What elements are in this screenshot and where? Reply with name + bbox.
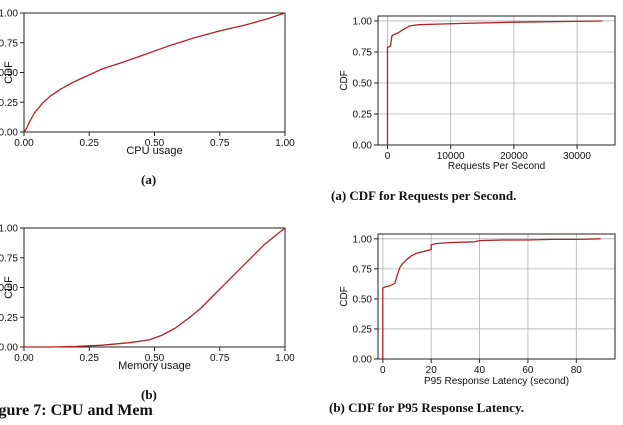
x-tick-label: 60 <box>522 365 534 376</box>
cdf-series-line <box>24 227 286 348</box>
y-axis-label: CDF <box>3 61 15 84</box>
plot-frame <box>377 233 616 360</box>
caption-a-right: (a) CDF for Requests per Second. <box>331 188 517 203</box>
x-axis-label: CPU usage <box>126 145 182 157</box>
x-tick-label: 20 <box>426 365 438 376</box>
y-tick-label: 0.25 <box>0 313 18 324</box>
cdf-series-line <box>386 20 603 145</box>
y-tick-label: 1.00 <box>0 224 18 235</box>
x-tick-label: 0.50 <box>145 138 165 149</box>
caption-a-left: (a) <box>141 172 157 187</box>
plot-frame <box>23 12 286 133</box>
x-tick-label: 20000 <box>500 151 528 162</box>
y-tick-label: 1.00 <box>0 9 18 20</box>
x-tick-label: 80 <box>571 365 583 376</box>
y-tick-label: 0.00 <box>353 355 373 366</box>
y-tick-label: 0.50 <box>0 283 18 294</box>
caption-b-right: (b) CDF for P95 Response Latency. <box>329 400 524 415</box>
x-tick-label: 40 <box>474 365 486 376</box>
y-axis-label: CDF <box>339 70 350 91</box>
x-tick-label: 0.75 <box>210 138 230 149</box>
y-tick-label: 0.75 <box>353 264 373 275</box>
plot-frame <box>377 15 616 146</box>
y-tick-label: 0.75 <box>0 253 18 264</box>
p95-latency-cdf-chart: 0 20 40 60 80 0.00 0.25 0.50 0.75 1.00 P95 Respons… <box>339 233 616 387</box>
y-tick-label: 1.00 <box>353 234 373 245</box>
cdf-series-line <box>23 12 286 133</box>
y-axis-label: CDF <box>339 286 350 307</box>
x-axis-label: P95 Response Latency (second) <box>424 376 569 387</box>
x-tick-label: 10000 <box>437 151 465 162</box>
y-tick-label: 0.50 <box>0 68 18 79</box>
y-tick-label: 0.00 <box>0 128 18 139</box>
x-tick-label: 30000 <box>563 151 591 162</box>
y-tick-label: 0.50 <box>353 294 373 305</box>
requests-per-second-cdf-chart: 0 10000 20000 30000 0.00 0.25 0.50 0.75 1.00 Requ… <box>339 15 616 172</box>
y-tick-label: 0.75 <box>0 38 18 49</box>
y-tick-label: 0.25 <box>0 98 18 109</box>
y-tick-label: 0.25 <box>353 324 373 335</box>
y-tick-label: 0.00 <box>353 141 373 152</box>
x-axis-label: Requests Per Second <box>448 161 545 172</box>
y-tick-label: 0.25 <box>353 109 373 120</box>
x-tick-label: 0.00 <box>14 138 34 149</box>
x-tick-label: 0.25 <box>80 353 100 364</box>
memory-usage-cdf-chart: 0.00 0.25 0.50 0.75 1.00 0.00 0.25 0.50 0.75 1.00… <box>0 224 295 373</box>
x-tick-label: 0.00 <box>14 353 34 364</box>
x-tick-label: 0.50 <box>145 353 165 364</box>
plot-frame <box>23 227 286 348</box>
x-tick-label: 0 <box>380 365 386 376</box>
y-axis-label: CDF <box>3 276 15 299</box>
y-tick-label: 1.00 <box>353 16 373 27</box>
figure-caption-partial: igure 7: CPU and Mem <box>0 402 153 419</box>
cdf-series-line <box>382 238 601 359</box>
x-tick-label: 1.00 <box>275 353 295 364</box>
x-tick-label: 0.25 <box>80 138 100 149</box>
y-tick-label: 0.50 <box>353 78 373 89</box>
y-tick-label: 0.75 <box>353 47 373 58</box>
cpu-usage-cdf-chart: 0.00 0.25 0.50 0.75 1.00 0.00 0.25 0.50 0.75 1.00… <box>0 9 295 158</box>
x-tick-label: 0.75 <box>210 353 230 364</box>
x-axis-label: Memory usage <box>118 360 191 372</box>
y-tick-label: 0.00 <box>0 343 18 354</box>
caption-b-left: (b) <box>141 387 157 402</box>
x-tick-label: 0 <box>385 151 391 162</box>
x-tick-label: 1.00 <box>275 138 295 149</box>
